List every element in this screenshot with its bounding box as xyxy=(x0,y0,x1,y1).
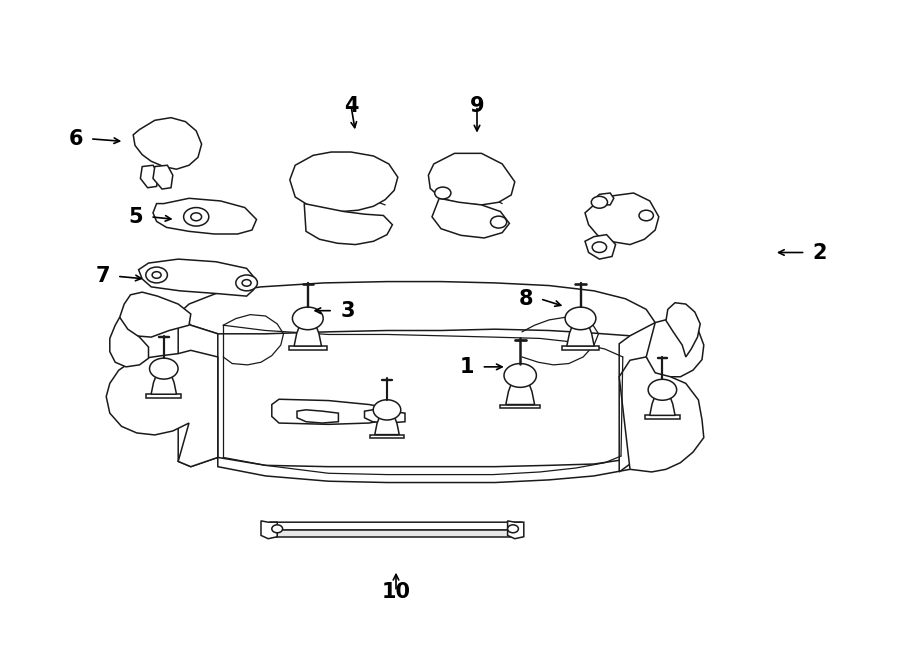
Polygon shape xyxy=(500,405,540,408)
Polygon shape xyxy=(270,530,522,537)
Polygon shape xyxy=(506,379,535,405)
Circle shape xyxy=(191,213,202,221)
Text: 4: 4 xyxy=(344,96,358,116)
Polygon shape xyxy=(139,259,256,296)
Polygon shape xyxy=(619,323,655,472)
Circle shape xyxy=(491,216,507,228)
Text: 9: 9 xyxy=(470,96,484,116)
Polygon shape xyxy=(147,394,181,398)
Polygon shape xyxy=(178,282,655,336)
Circle shape xyxy=(504,364,536,387)
Circle shape xyxy=(242,280,251,286)
Polygon shape xyxy=(178,314,218,467)
Polygon shape xyxy=(428,153,515,205)
Polygon shape xyxy=(585,235,616,259)
Circle shape xyxy=(591,196,608,208)
Polygon shape xyxy=(218,452,648,483)
Polygon shape xyxy=(508,521,524,539)
Polygon shape xyxy=(289,346,327,350)
Circle shape xyxy=(292,307,323,330)
Polygon shape xyxy=(290,152,398,212)
Polygon shape xyxy=(594,193,614,205)
Polygon shape xyxy=(297,410,338,423)
Polygon shape xyxy=(261,521,277,539)
Text: 2: 2 xyxy=(813,243,827,262)
Circle shape xyxy=(374,400,400,420)
Text: 5: 5 xyxy=(129,207,143,227)
Polygon shape xyxy=(432,198,509,238)
Polygon shape xyxy=(133,118,202,169)
Circle shape xyxy=(152,272,161,278)
Polygon shape xyxy=(294,322,321,346)
Text: 3: 3 xyxy=(340,301,355,321)
Circle shape xyxy=(149,358,178,379)
Polygon shape xyxy=(140,165,158,188)
Polygon shape xyxy=(268,522,522,530)
Polygon shape xyxy=(619,357,704,472)
Polygon shape xyxy=(106,350,218,467)
Circle shape xyxy=(236,275,257,291)
Polygon shape xyxy=(567,322,594,346)
Text: 10: 10 xyxy=(382,582,410,602)
Polygon shape xyxy=(646,319,704,377)
Circle shape xyxy=(184,208,209,226)
Polygon shape xyxy=(120,292,191,337)
Circle shape xyxy=(648,379,677,401)
Polygon shape xyxy=(110,317,148,367)
Text: 8: 8 xyxy=(518,289,533,309)
Text: 6: 6 xyxy=(68,129,83,149)
Polygon shape xyxy=(374,413,400,435)
Circle shape xyxy=(272,525,283,533)
Polygon shape xyxy=(370,435,404,438)
Circle shape xyxy=(565,307,596,330)
Polygon shape xyxy=(364,410,405,423)
Polygon shape xyxy=(153,198,256,234)
Polygon shape xyxy=(645,415,680,419)
Polygon shape xyxy=(666,303,700,357)
Circle shape xyxy=(592,242,607,253)
Text: 1: 1 xyxy=(460,357,474,377)
Polygon shape xyxy=(562,346,599,350)
Polygon shape xyxy=(304,204,392,245)
Circle shape xyxy=(146,267,167,283)
Circle shape xyxy=(435,187,451,199)
Polygon shape xyxy=(151,372,176,394)
Polygon shape xyxy=(272,399,398,424)
Circle shape xyxy=(639,210,653,221)
Text: 7: 7 xyxy=(95,266,110,286)
Polygon shape xyxy=(153,165,173,189)
Circle shape xyxy=(508,525,518,533)
Polygon shape xyxy=(650,393,675,415)
Polygon shape xyxy=(585,193,659,245)
